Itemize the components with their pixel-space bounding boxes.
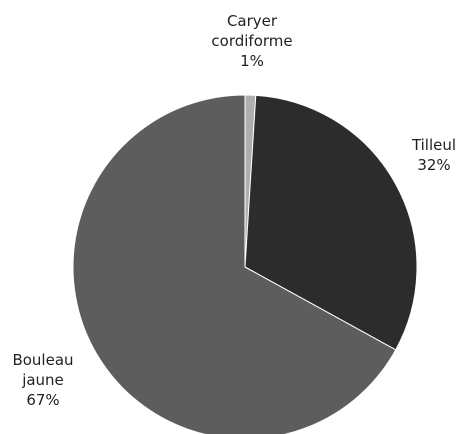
pie-labels: Caryer cordiforme 1% Tilleul 32% Bouleau jaune… bbox=[12, 12, 456, 409]
slice-percent: 1% bbox=[240, 52, 264, 70]
pie-slices bbox=[72, 94, 418, 434]
slice-label-line: Caryer bbox=[227, 12, 278, 30]
pie-slice-bouleau-jaune bbox=[72, 94, 397, 434]
data-label-caryer-cordiforme: Caryer cordiforme 1% bbox=[211, 12, 292, 70]
slice-label-line: cordiforme bbox=[211, 32, 292, 50]
slice-label-line: jaune bbox=[21, 371, 64, 389]
slice-percent: 67% bbox=[26, 391, 59, 409]
slice-label-line: Bouleau bbox=[12, 351, 73, 369]
data-label-bouleau-jaune: Bouleau jaune 67% bbox=[12, 351, 73, 409]
slice-label-line: Tilleul bbox=[411, 136, 456, 154]
slice-percent: 32% bbox=[417, 156, 450, 174]
data-label-tilleul: Tilleul 32% bbox=[411, 136, 456, 174]
pie-slice-tilleul bbox=[244, 94, 418, 351]
